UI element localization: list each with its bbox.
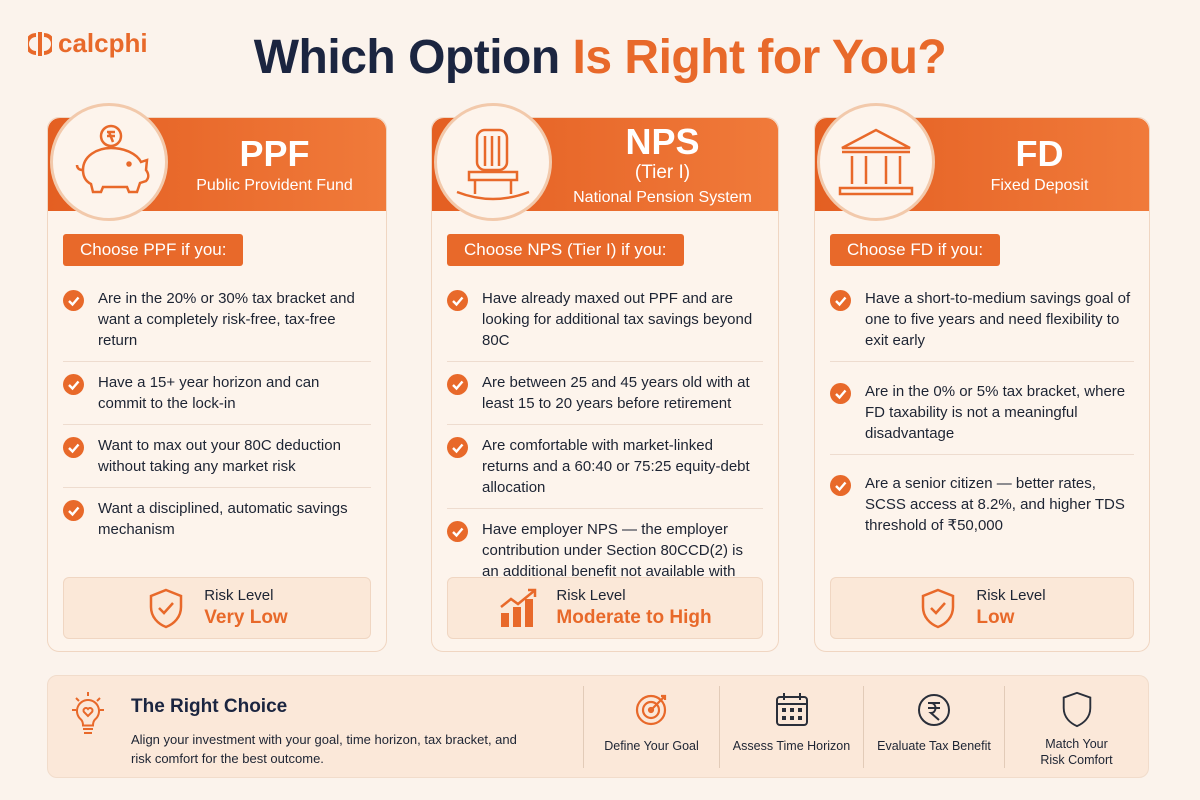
step: Match Your Risk Comfort [1004,686,1148,768]
risk-label: Risk Level [556,587,626,604]
choose-label: Choose PPF if you: [63,234,244,266]
point: Have already maxed out PPF and are looki… [447,278,763,362]
choose-label: Choose NPS (Tier I) if you: [447,234,684,266]
point-text: Are in the 0% or 5% tax bracket, where F… [865,382,1126,442]
point-text: Are comfortable with market-linked retur… [482,437,750,496]
step-label: Assess Time Horizon [732,739,851,753]
check-icon [63,374,84,395]
point-text: Are in the 20% or 30% tax bracket and wa… [98,290,355,349]
check-icon [830,382,851,404]
point: Are in the 0% or 5% tax bracket, where F… [830,371,1134,455]
risk-value: Moderate to High [556,607,712,628]
option-card: PPF Public Provident Fund Choose PPF if yo… [47,103,387,652]
point-text: Have already maxed out PPF and are looki… [482,290,753,349]
point: Are in the 20% or 30% tax bracket and wa… [63,278,371,362]
check-icon [63,500,84,521]
point: Want to max out your 80C deduction witho… [63,425,371,488]
point-text: Want to max out your 80C deduction witho… [98,437,341,475]
step-icon [918,694,950,726]
risk-value: Low [976,607,1015,628]
brand: calcphi [28,28,148,59]
option-full-name: Fixed Deposit [990,176,1089,194]
point-text: Want a disciplined, automatic savings me… [98,500,348,538]
risk-label: Risk Level [976,587,1046,604]
check-icon [447,521,468,542]
check-icon [830,290,851,311]
point: Want a disciplined, automatic savings me… [63,488,371,550]
brand-logo [28,31,52,56]
step-icon [635,694,666,726]
check-icon [830,475,851,496]
icon-circle [434,103,552,221]
point-list: Have already maxed out PPF and are looki… [447,278,763,601]
point: Have a short-to-medium savings goal of o… [830,278,1134,362]
footer-title: The Right Choice [131,696,288,717]
risk-text: Risk Level Very Low [204,587,287,629]
risk-text: Risk Level Low [976,587,1045,629]
step-icon [1062,691,1091,728]
step: Define Your Goal [583,686,719,768]
option-card: NPS (Tier I) National Pension System Choose… [431,103,779,652]
risk-icon [500,588,537,627]
footer: The Right Choice Align your investment w… [47,675,1149,778]
risk-icon [922,588,955,629]
point-text: Have a short-to-medium savings goal of o… [865,290,1131,349]
step-label: Evaluate Tax Benefit [877,739,991,753]
check-icon [447,374,468,395]
option-icon [838,128,914,196]
point: Are a senior citizen — better rates, SCS… [830,463,1134,546]
point-text: Are a senior citizen — better rates, SCS… [865,475,1125,534]
point-list: Have a short-to-medium savings goal of o… [830,278,1134,546]
check-icon [447,437,468,458]
step-label: Define Your Goal [604,739,699,753]
bulb-icon [72,692,104,734]
risk-icon [150,588,183,629]
point-text: Have a 15+ year horizon and can commit t… [98,374,320,412]
risk-text: Risk Level Moderate to High [556,587,711,629]
point-list: Are in the 20% or 30% tax bracket and wa… [63,278,371,566]
option-full-name: National Pension System [573,188,752,206]
check-icon [63,290,84,311]
risk-value: Very Low [204,607,288,628]
title-part: Is Right for You? [572,31,947,84]
option-name: FD [1015,132,1064,174]
risk-box: Risk Level Moderate to High [447,577,763,639]
point: Are comfortable with market-linked retur… [447,425,763,509]
choose-label: Choose FD if you: [830,234,1001,266]
icon-circle [817,103,935,221]
option-qualifier: (Tier I) [634,161,691,183]
risk-label: Risk Level [204,587,274,604]
risk-box: Risk Level Very Low [63,577,371,639]
option-icon [456,128,530,201]
step-icon [775,693,808,726]
option-card: FD Fixed Deposit Choose FD if you: Have a s… [814,103,1150,652]
check-icon [63,437,84,458]
point: Have a 15+ year horizon and can commit t… [63,362,371,425]
option-name: PPF [239,132,310,174]
step: Assess Time Horizon [719,686,863,768]
risk-box: Risk Level Low [830,577,1134,639]
step-label: Match Your Risk Comfort [1040,737,1113,767]
option-name: NPS [625,120,700,162]
point-text: Are between 25 and 45 years old with at … [482,374,750,412]
check-icon [447,290,468,311]
step: Evaluate Tax Benefit [863,686,1004,768]
option-icon [75,124,150,194]
title-part: Which Option [253,31,560,84]
point: Are between 25 and 45 years old with at … [447,362,763,425]
option-full-name: Public Provident Fund [196,176,353,194]
title: Which Option Is Right for You? [0,30,1200,85]
footer-text: Align your investment with your goal, ti… [131,732,517,766]
icon-circle [50,103,168,221]
brand-name: calcphi [58,28,148,58]
